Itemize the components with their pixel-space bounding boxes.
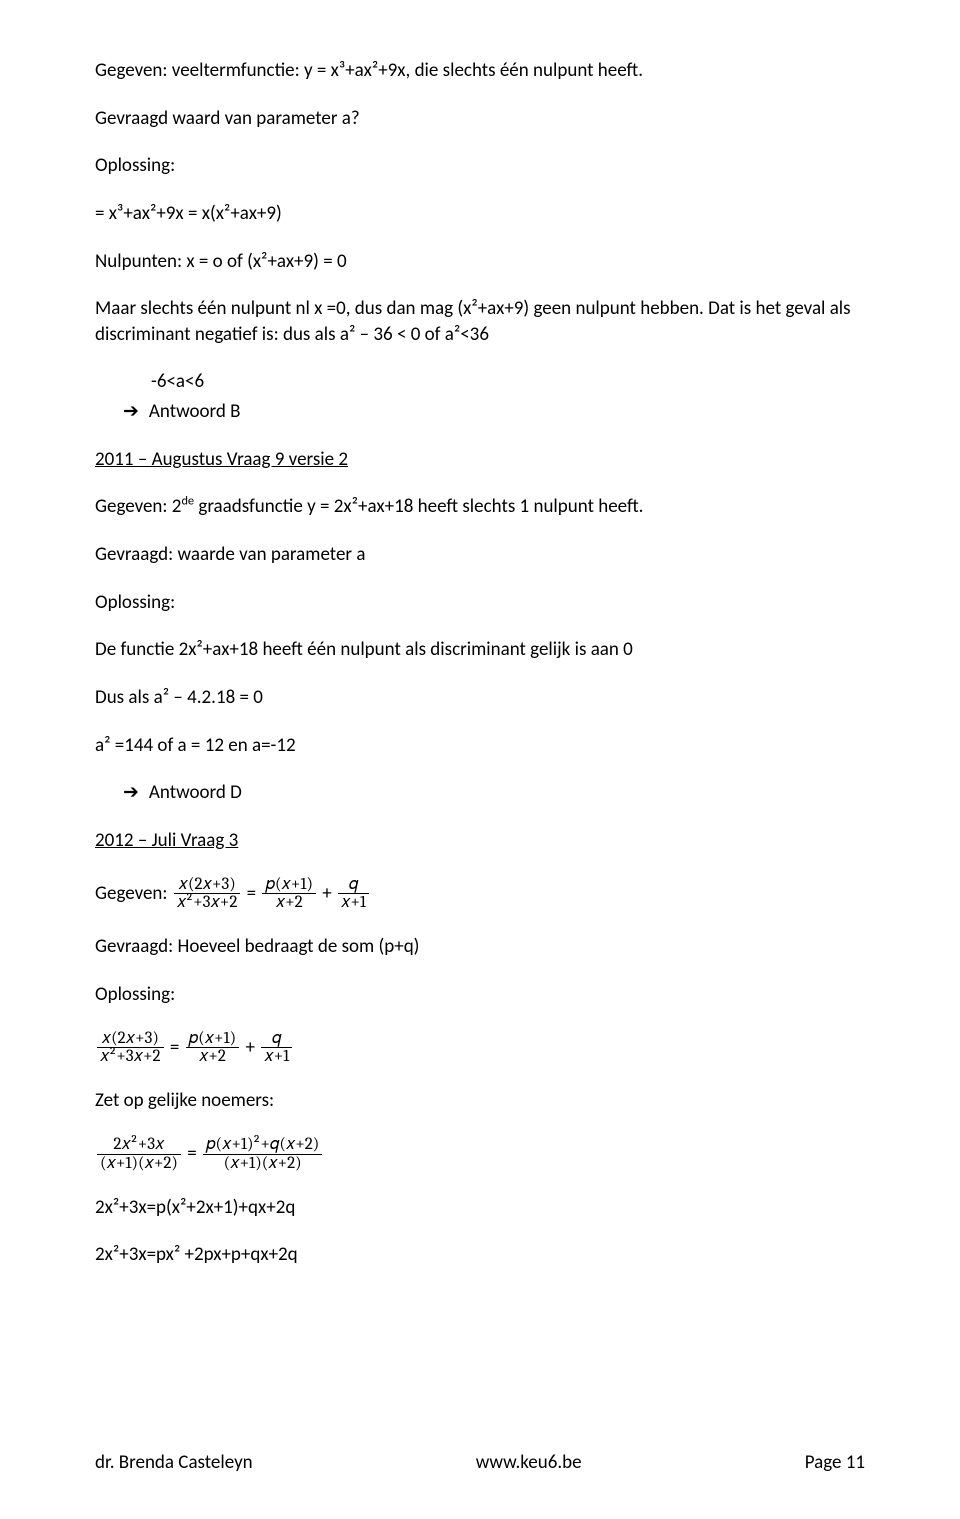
equals: = bbox=[247, 881, 261, 904]
frac-a2-den: 𝑥²+3𝑥+2 bbox=[97, 1047, 164, 1066]
heading-2011: 2011 – Augustus Vraag 9 versie 2 bbox=[95, 448, 348, 471]
frac-l-den: (𝑥+1)(𝑥+2) bbox=[97, 1154, 181, 1173]
frac-c-den: 𝑥+1 bbox=[338, 893, 369, 912]
frac-a2: 𝑥(2𝑥+3) 𝑥²+3𝑥+2 bbox=[97, 1030, 164, 1067]
asked-3: Gevraagd: Hoeveel bedraagt de som (p+q) bbox=[95, 934, 865, 960]
solution-label-3: Oplossing: bbox=[95, 982, 865, 1008]
section-heading: 2011 – Augustus Vraag 9 versie 2 bbox=[95, 447, 865, 473]
frac-c: 𝑞 𝑥+1 bbox=[338, 876, 369, 913]
range-line: -6<a<6 bbox=[95, 369, 865, 395]
frac-a-num: 𝑥(2𝑥+3) bbox=[174, 876, 241, 894]
document-page: Gegeven: veeltermfunctie: y = x³+ax²+9x,… bbox=[0, 0, 960, 1519]
page-footer: dr. Brenda Casteleyn www.keu6.be Page 11 bbox=[95, 1451, 865, 1474]
answer-d-text: Antwoord D bbox=[149, 781, 242, 804]
frac-c-num: 𝑞 bbox=[338, 876, 369, 894]
common-denominators: Zet op gelijke noemers: bbox=[95, 1088, 865, 1114]
frac-a: 𝑥(2𝑥+3) 𝑥²+3𝑥+2 bbox=[174, 876, 241, 913]
footer-page: Page 11 bbox=[805, 1451, 865, 1474]
frac-b: 𝑝(𝑥+1) 𝑥+2 bbox=[262, 876, 316, 913]
frac-c2-den: 𝑥+1 bbox=[261, 1047, 292, 1066]
frac-c2-num: 𝑞 bbox=[261, 1030, 292, 1048]
section-heading-2: 2012 – Juli Vraag 3 bbox=[95, 828, 865, 854]
frac-r-num: 𝑝(𝑥+1)²+𝑞(𝑥+2) bbox=[203, 1136, 322, 1154]
answer-b-line: ➔Antwoord B bbox=[95, 399, 865, 425]
frac-b-num: 𝑝(𝑥+1) bbox=[262, 876, 316, 894]
frac-b2-den: 𝑥+2 bbox=[186, 1047, 240, 1066]
footer-author: dr. Brenda Casteleyn bbox=[95, 1451, 253, 1474]
given-2-sup: de bbox=[181, 494, 194, 509]
answer-d-line: ➔Antwoord D bbox=[95, 780, 865, 806]
given-equation: Gegeven: 𝑥(2𝑥+3) 𝑥²+3𝑥+2 = 𝑝(𝑥+1) 𝑥+2 + … bbox=[95, 876, 865, 913]
expand-1: 2x²+3x=p(x²+2x+1)+qx+2q bbox=[95, 1195, 865, 1221]
given-2-b: graadsfunctie y = 2x²+ax+18 heeft slecht… bbox=[194, 495, 643, 518]
frac-r: 𝑝(𝑥+1)²+𝑞(𝑥+2) (𝑥+1)(𝑥+2) bbox=[203, 1136, 322, 1173]
given-2: Gegeven: 2de graadsfunctie y = 2x²+ax+18… bbox=[95, 494, 865, 520]
frac-l-num: 2𝑥²+3𝑥 bbox=[97, 1136, 181, 1154]
frac-b-den: 𝑥+2 bbox=[262, 893, 316, 912]
discriminant-calc: Dus als a² – 4.2.18 = 0 bbox=[95, 685, 865, 711]
expanded-equation: 2𝑥²+3𝑥 (𝑥+1)(𝑥+2) = 𝑝(𝑥+1)²+𝑞(𝑥+2) (𝑥+1)… bbox=[95, 1136, 865, 1173]
frac-l: 2𝑥²+3𝑥 (𝑥+1)(𝑥+2) bbox=[97, 1136, 181, 1173]
given-line: Gegeven: veeltermfunctie: y = x³+ax²+9x,… bbox=[95, 58, 865, 84]
zeros-line: Nulpunten: x = o of (x²+ax+9) = 0 bbox=[95, 249, 865, 275]
plus: + bbox=[245, 1035, 259, 1058]
gegeven-label: Gegeven: bbox=[95, 881, 172, 904]
footer-url: www.keu6.be bbox=[476, 1451, 582, 1474]
heading-2012: 2012 – Juli Vraag 3 bbox=[95, 829, 238, 852]
frac-b2-num: 𝑝(𝑥+1) bbox=[186, 1030, 240, 1048]
discriminant-zero: De functie 2x²+ax+18 heeft één nulpunt a… bbox=[95, 637, 865, 663]
arrow-icon: ➔ bbox=[123, 782, 149, 803]
frac-a-den: 𝑥²+3𝑥+2 bbox=[174, 893, 241, 912]
given-2-a: Gegeven: 2 bbox=[95, 495, 181, 518]
equation-repeat: 𝑥(2𝑥+3) 𝑥²+3𝑥+2 = 𝑝(𝑥+1) 𝑥+2 + 𝑞 𝑥+1 bbox=[95, 1030, 865, 1067]
plus: + bbox=[322, 881, 336, 904]
equals: = bbox=[187, 1142, 201, 1165]
solution-label: Oplossing: bbox=[95, 153, 865, 179]
factorization: = x³+ax²+9x = x(x²+ax+9) bbox=[95, 201, 865, 227]
arrow-icon: ➔ bbox=[123, 401, 149, 422]
equals: = bbox=[170, 1035, 184, 1058]
frac-b2: 𝑝(𝑥+1) 𝑥+2 bbox=[186, 1030, 240, 1067]
frac-c2: 𝑞 𝑥+1 bbox=[261, 1030, 292, 1067]
frac-r-den: (𝑥+1)(𝑥+2) bbox=[203, 1154, 322, 1173]
asked-line: Gevraagd waard van parameter a? bbox=[95, 106, 865, 132]
answer-b-text: Antwoord B bbox=[149, 400, 241, 423]
expand-2: 2x²+3x=px² +2px+p+qx+2q bbox=[95, 1242, 865, 1268]
solution-label-2: Oplossing: bbox=[95, 590, 865, 616]
frac-a2-num: 𝑥(2𝑥+3) bbox=[97, 1030, 164, 1048]
discriminant-explain: Maar slechts één nulpunt nl x =0, dus da… bbox=[95, 296, 865, 347]
a-values: a² =144 of a = 12 en a=-12 bbox=[95, 733, 865, 759]
asked-2: Gevraagd: waarde van parameter a bbox=[95, 542, 865, 568]
